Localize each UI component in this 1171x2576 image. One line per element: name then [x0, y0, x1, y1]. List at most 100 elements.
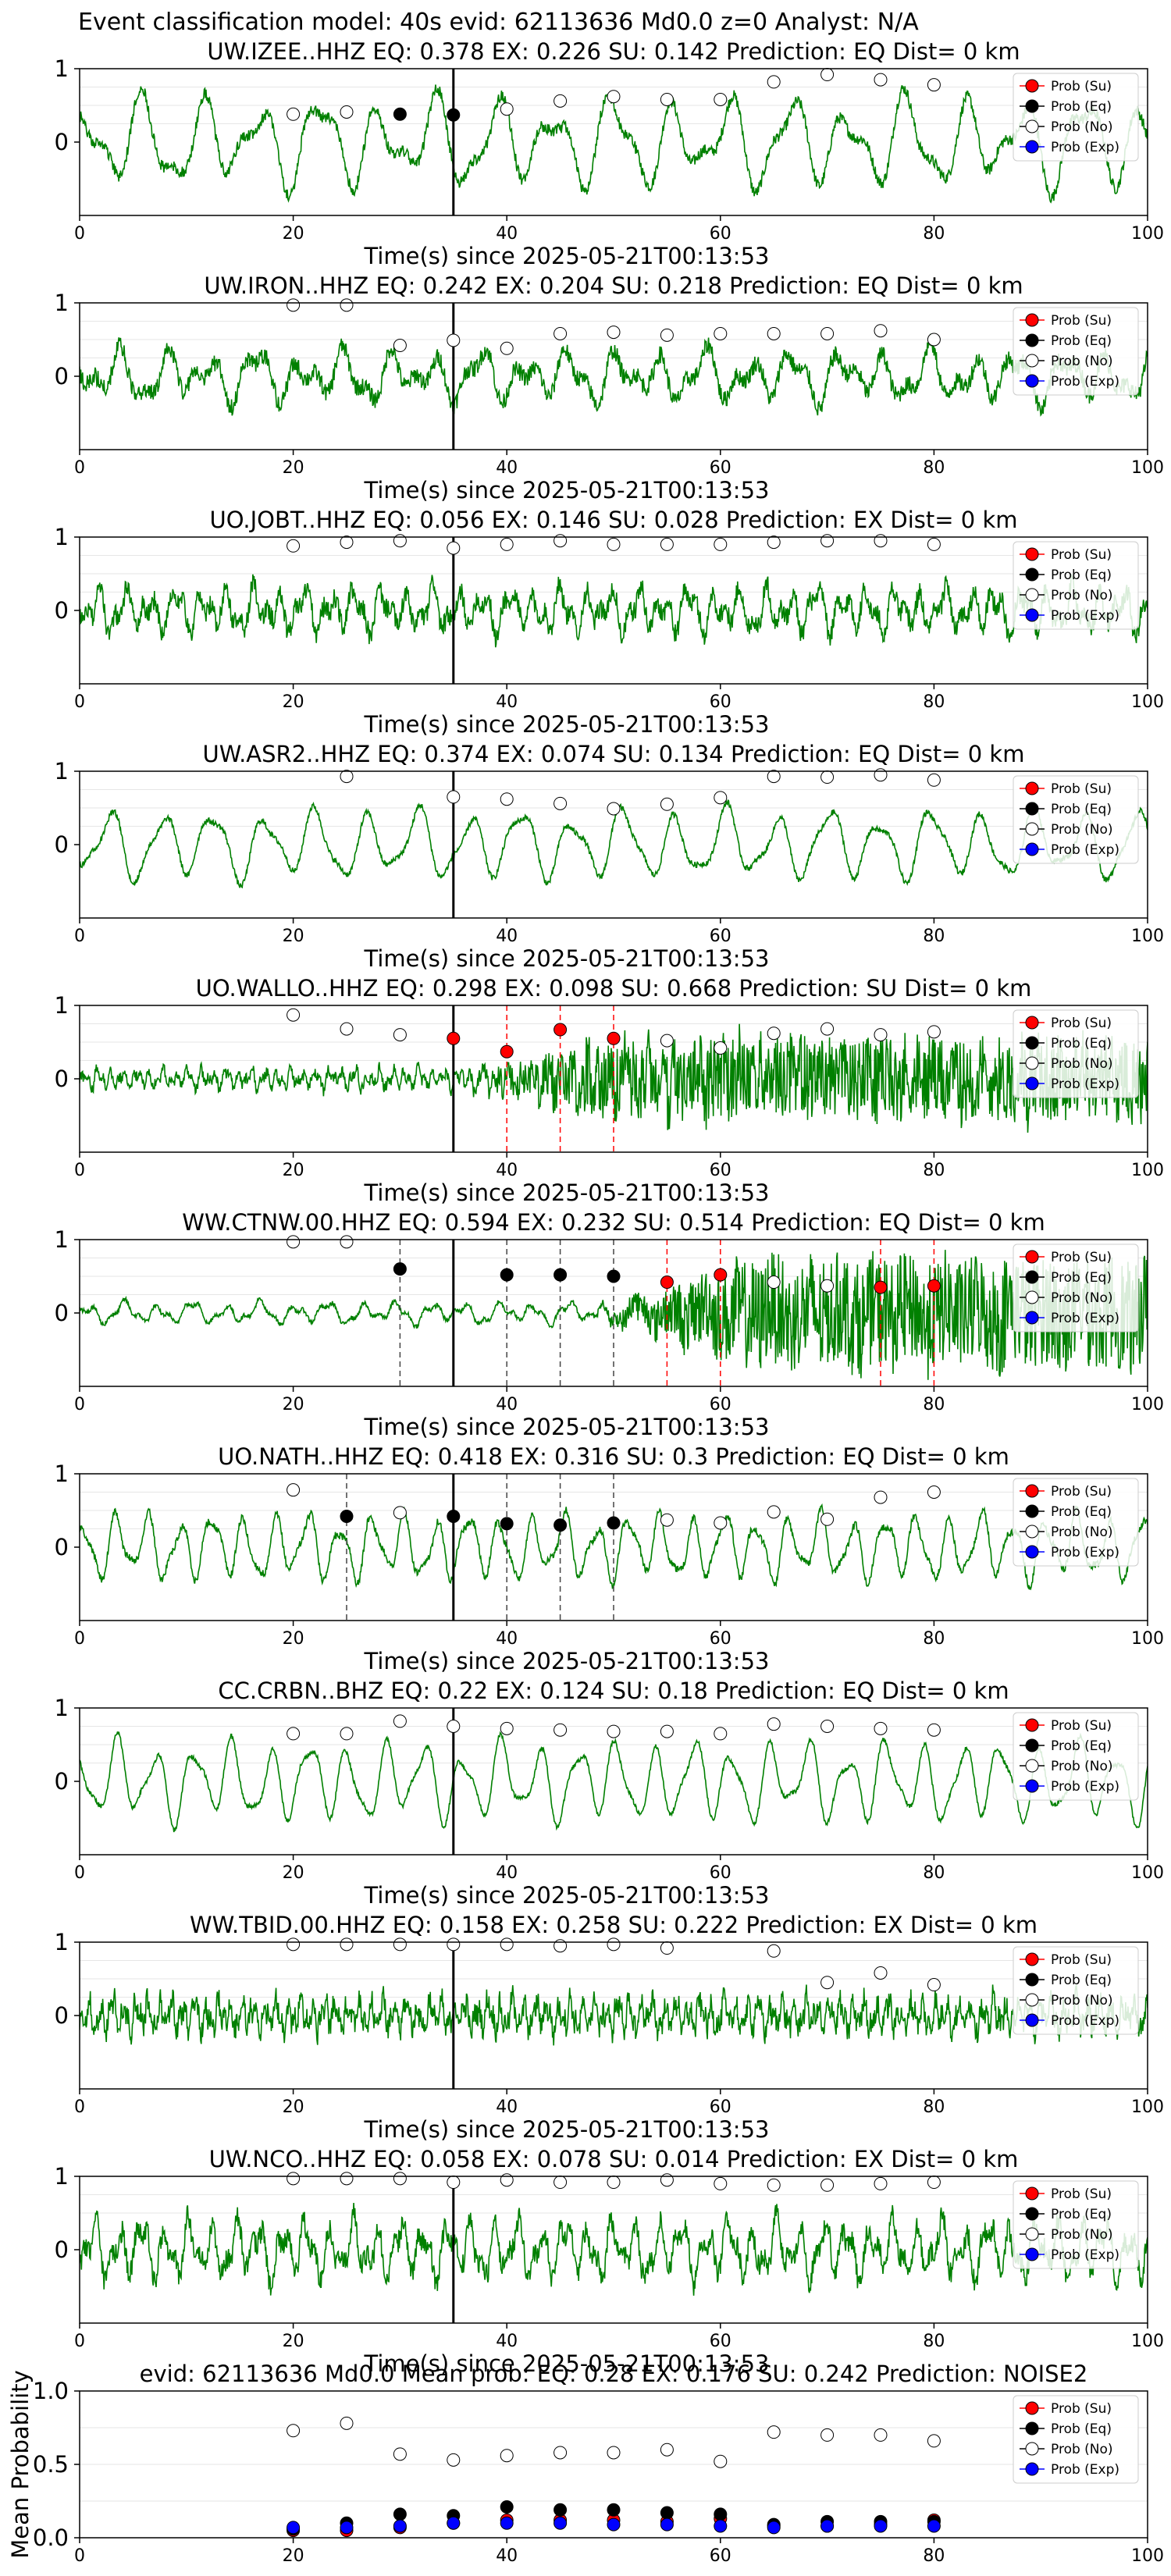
- x-tick-label: 40: [496, 2332, 518, 2351]
- prob-marker-no: [287, 1483, 301, 1497]
- prob-marker-no: [500, 792, 514, 806]
- legend-label-eq: Prob (Eq): [1051, 1504, 1112, 1520]
- legend: Prob (Su) Prob (Eq) Prob (No) Prob (Exp): [1013, 1712, 1139, 1801]
- legend-label-no: Prob (No): [1051, 119, 1113, 135]
- x-tick-label: 60: [710, 927, 731, 946]
- x-tick-label: 80: [923, 927, 945, 946]
- legend-marker-eq: [1025, 802, 1039, 816]
- figure-title: Event classification model: 40s evid: 62…: [78, 9, 919, 36]
- prob-marker-no: [927, 1025, 941, 1039]
- legend-box: [1013, 541, 1139, 630]
- prob-marker-no: [340, 2172, 354, 2186]
- prob-marker-no: [767, 1276, 781, 1290]
- y-tick-label: 1.0: [33, 2378, 69, 2404]
- y-tick-label: 0: [55, 1534, 69, 1560]
- legend-label-su: Prob (Su): [1051, 313, 1112, 329]
- prob-marker-no: [820, 1022, 835, 1036]
- prob-marker-no: [927, 773, 941, 787]
- panel-title: UW.IRON..HHZ EQ: 0.242 EX: 0.204 SU: 0.2…: [204, 272, 1023, 299]
- waveform-trace: [80, 799, 1148, 889]
- x-tick-label: 40: [496, 692, 518, 712]
- x-tick-label: 100: [1131, 224, 1164, 244]
- prob-marker-no: [820, 326, 835, 340]
- x-tick-label: 60: [710, 1161, 731, 1180]
- y-tick-label: 0: [55, 129, 69, 155]
- x-tick-label: 40: [496, 2546, 518, 2566]
- x-tick-label: 20: [283, 224, 304, 244]
- mean-prob-marker-exp: [393, 2519, 407, 2533]
- legend: Prob (Su) Prob (Eq) Prob (No) Prob (Exp): [1013, 307, 1139, 396]
- prob-marker-su: [447, 1031, 461, 1045]
- prob-marker-no: [340, 1727, 354, 1741]
- prob-marker-no: [393, 339, 407, 353]
- x-tick-label: 80: [923, 1395, 945, 1414]
- legend-marker-eq: [1025, 1270, 1039, 1284]
- legend-label-eq: Prob (Eq): [1051, 2421, 1112, 2437]
- legend-label-eq: Prob (Eq): [1051, 333, 1112, 349]
- legend-label-eq: Prob (Eq): [1051, 568, 1112, 583]
- y-tick-label: 0: [55, 831, 69, 858]
- prob-marker-no: [714, 1727, 728, 1741]
- x-tick-label: 20: [283, 692, 304, 712]
- legend-marker-su: [1025, 1952, 1039, 1966]
- waveform-trace: [80, 1503, 1148, 1591]
- legend-label-exp: Prob (Exp): [1051, 608, 1119, 624]
- mean-prob-marker-exp: [714, 2519, 728, 2533]
- legend-box: [1013, 1946, 1139, 2035]
- legend-marker-no: [1025, 2442, 1039, 2456]
- x-tick-label: 0: [74, 224, 85, 244]
- legend-label-no: Prob (No): [1051, 2442, 1113, 2457]
- prob-marker-no: [553, 1723, 568, 1737]
- legend-marker-su: [1025, 781, 1039, 795]
- x-tick-label: 80: [923, 692, 945, 712]
- legend-label-no: Prob (No): [1051, 822, 1113, 838]
- prob-marker-no: [553, 1939, 568, 1953]
- legend-marker-eq: [1025, 1973, 1039, 1987]
- legend-marker-no: [1025, 1056, 1039, 1070]
- x-tick-label: 80: [923, 1629, 945, 1649]
- legend-marker-exp: [1025, 1076, 1039, 1091]
- x-tick-label: 0: [74, 1161, 85, 1180]
- mean-prob-marker-eq: [500, 2500, 514, 2514]
- legend: Prob (Su) Prob (Eq) Prob (No) Prob (Exp): [1013, 2180, 1139, 2269]
- plot-frame: [79, 770, 1148, 919]
- prob-marker-no: [287, 2172, 301, 2186]
- legend-label-eq: Prob (Eq): [1051, 802, 1112, 817]
- legend-label-su: Prob (Su): [1051, 2186, 1112, 2202]
- mean-prob-marker-no: [660, 2443, 674, 2457]
- prob-marker-no: [607, 802, 621, 816]
- legend-marker-no: [1025, 1759, 1039, 1773]
- legend-label-no: Prob (No): [1051, 588, 1113, 603]
- x-tick-label: 80: [923, 458, 945, 478]
- x-tick-label: 0: [74, 1629, 85, 1649]
- prob-marker-eq: [447, 1510, 461, 1524]
- x-tick-label: 40: [496, 2097, 518, 2117]
- station-panel-9: WW.TBID.00.HHZ EQ: 0.158 EX: 0.258 SU: 0…: [55, 1912, 1164, 2143]
- prob-marker-no: [660, 92, 674, 106]
- legend-marker-eq: [1025, 1036, 1039, 1050]
- prob-marker-no: [767, 1717, 781, 1731]
- mean-prob-marker-exp: [660, 2517, 674, 2532]
- prob-marker-su: [927, 1279, 941, 1293]
- y-tick-label: 0: [55, 2236, 69, 2263]
- y-tick-label: 0: [55, 2002, 69, 2029]
- prob-marker-eq: [340, 1510, 354, 1524]
- mean-prob-marker-no: [447, 2453, 461, 2467]
- prob-marker-no: [927, 78, 941, 92]
- prob-marker-no: [714, 1516, 728, 1530]
- legend-marker-su: [1025, 1016, 1039, 1030]
- mean-prob-marker-exp: [767, 2521, 781, 2535]
- x-tick-label: 60: [710, 2546, 731, 2566]
- prob-marker-no: [447, 1720, 461, 1733]
- legend-label-eq: Prob (Eq): [1051, 2207, 1112, 2222]
- x-tick-label: 40: [496, 458, 518, 478]
- prob-marker-eq: [447, 108, 461, 122]
- x-tick-label: 60: [710, 1863, 731, 1883]
- prob-marker-no: [874, 1028, 888, 1042]
- x-tick-label: 100: [1131, 1629, 1164, 1649]
- x-axis-label: Time(s) since 2025-05-21T00:13:53: [364, 2350, 770, 2377]
- x-tick-label: 100: [1131, 2332, 1164, 2351]
- legend-box: [1013, 2180, 1139, 2269]
- mean-prob-marker-exp: [553, 2516, 568, 2530]
